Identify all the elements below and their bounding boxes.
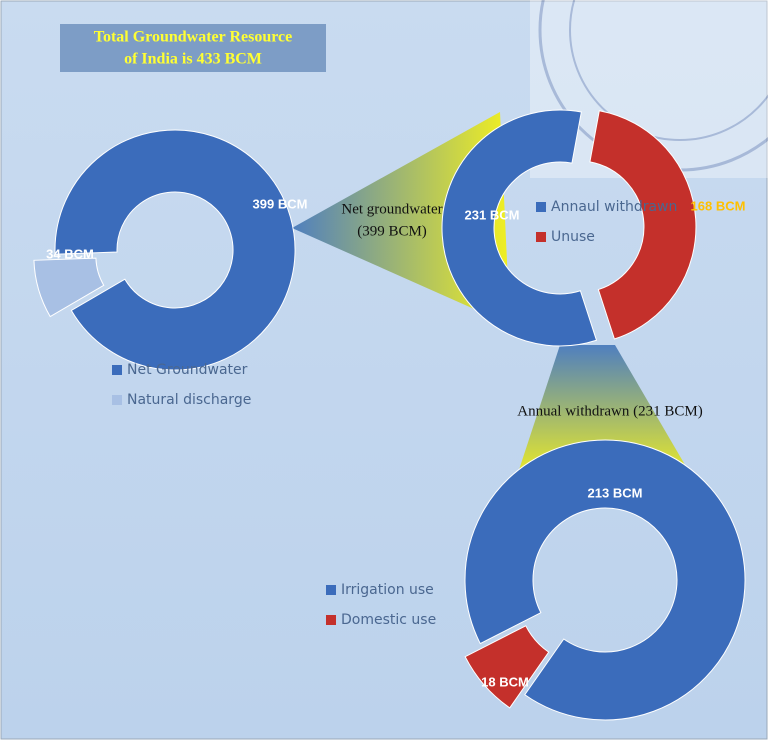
data-label: 168 BCM — [691, 198, 746, 213]
data-label: 399 BCM — [253, 196, 308, 211]
slice — [464, 439, 746, 721]
legend-swatch — [326, 615, 336, 625]
donut-chart: 231 BCM 168 BCM Annaul withdrawn Unuse Net g… — [341, 109, 746, 347]
legend-swatch — [536, 202, 546, 212]
donut-chart: 213 BCM 18 BCM Irrigation use Domestic use A… — [326, 403, 746, 721]
legend-label: Net Groundwater — [127, 362, 248, 378]
legend-label: Domestic use — [341, 612, 436, 628]
title-box — [60, 24, 326, 72]
legend-label: Annaul withdrawn — [551, 199, 677, 215]
legend-label: Natural discharge — [127, 392, 251, 408]
legend-label: Unuse — [551, 229, 595, 245]
legend-swatch — [112, 395, 122, 405]
legend-label: Irrigation use — [341, 582, 434, 598]
legend-swatch — [112, 365, 122, 375]
charts: 399 BCM 34 BCM Net Groundwater Natural disc… — [33, 29, 746, 721]
chart-title: Total Groundwater Resource — [94, 29, 293, 46]
annotation: (399 BCM) — [357, 223, 427, 239]
slice — [589, 110, 697, 340]
legend-swatch — [536, 232, 546, 242]
slice — [54, 129, 296, 371]
slice — [464, 625, 550, 709]
data-label: 231 BCM — [465, 207, 520, 222]
annotation: Net groundwater — [341, 201, 442, 217]
data-label: 213 BCM — [588, 485, 643, 500]
legend-swatch — [326, 585, 336, 595]
data-label: 34 BCM — [46, 246, 94, 261]
annotation: Annual withdrawn (231 BCM) — [517, 403, 702, 419]
slice — [441, 109, 598, 347]
chart-title: of India is 433 BCM — [124, 51, 262, 68]
slice — [33, 257, 105, 318]
data-label: 18 BCM — [481, 674, 529, 689]
donut-chart: 399 BCM 34 BCM Net Groundwater Natural disc… — [33, 29, 308, 408]
